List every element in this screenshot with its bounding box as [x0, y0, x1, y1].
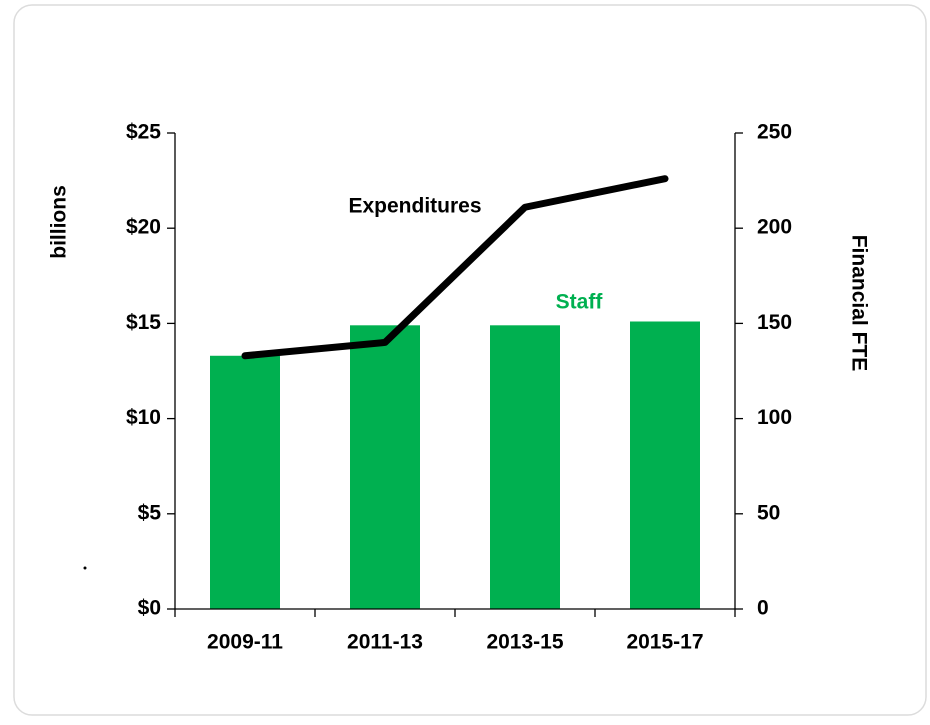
y2-tick-label: 50 [757, 501, 780, 524]
line [241, 175, 669, 360]
y2-tick-label: 100 [757, 406, 792, 429]
y-tick-label: $20 [126, 216, 161, 239]
bar [350, 325, 420, 609]
y2-tick-label: 0 [757, 597, 769, 620]
series-label: Expenditures [348, 195, 481, 218]
y-tick-label: $15 [126, 311, 161, 334]
y-tick-label: $10 [126, 406, 161, 429]
y-tick-label: $0 [138, 597, 161, 620]
y-axis-label: billions [48, 185, 71, 259]
y2-axis-label: Financial FTE [847, 235, 870, 372]
y2-tick-label: 150 [757, 311, 792, 334]
x-tick-label: 2009-11 [207, 631, 283, 654]
y2-tick-label: 200 [757, 216, 792, 239]
y2-tick-label: 250 [757, 121, 792, 144]
y-tick-label: $25 [126, 121, 161, 144]
x-tick-label: 2013-15 [486, 631, 563, 654]
bar [630, 321, 700, 609]
bar [490, 325, 560, 609]
series-label: Staff [556, 291, 604, 314]
x-tick-label: 2015-17 [626, 631, 703, 654]
x-tick-label: 2011-13 [347, 631, 423, 654]
y-tick-label: $5 [138, 501, 162, 524]
dot [83, 566, 87, 570]
bar [210, 355, 280, 609]
